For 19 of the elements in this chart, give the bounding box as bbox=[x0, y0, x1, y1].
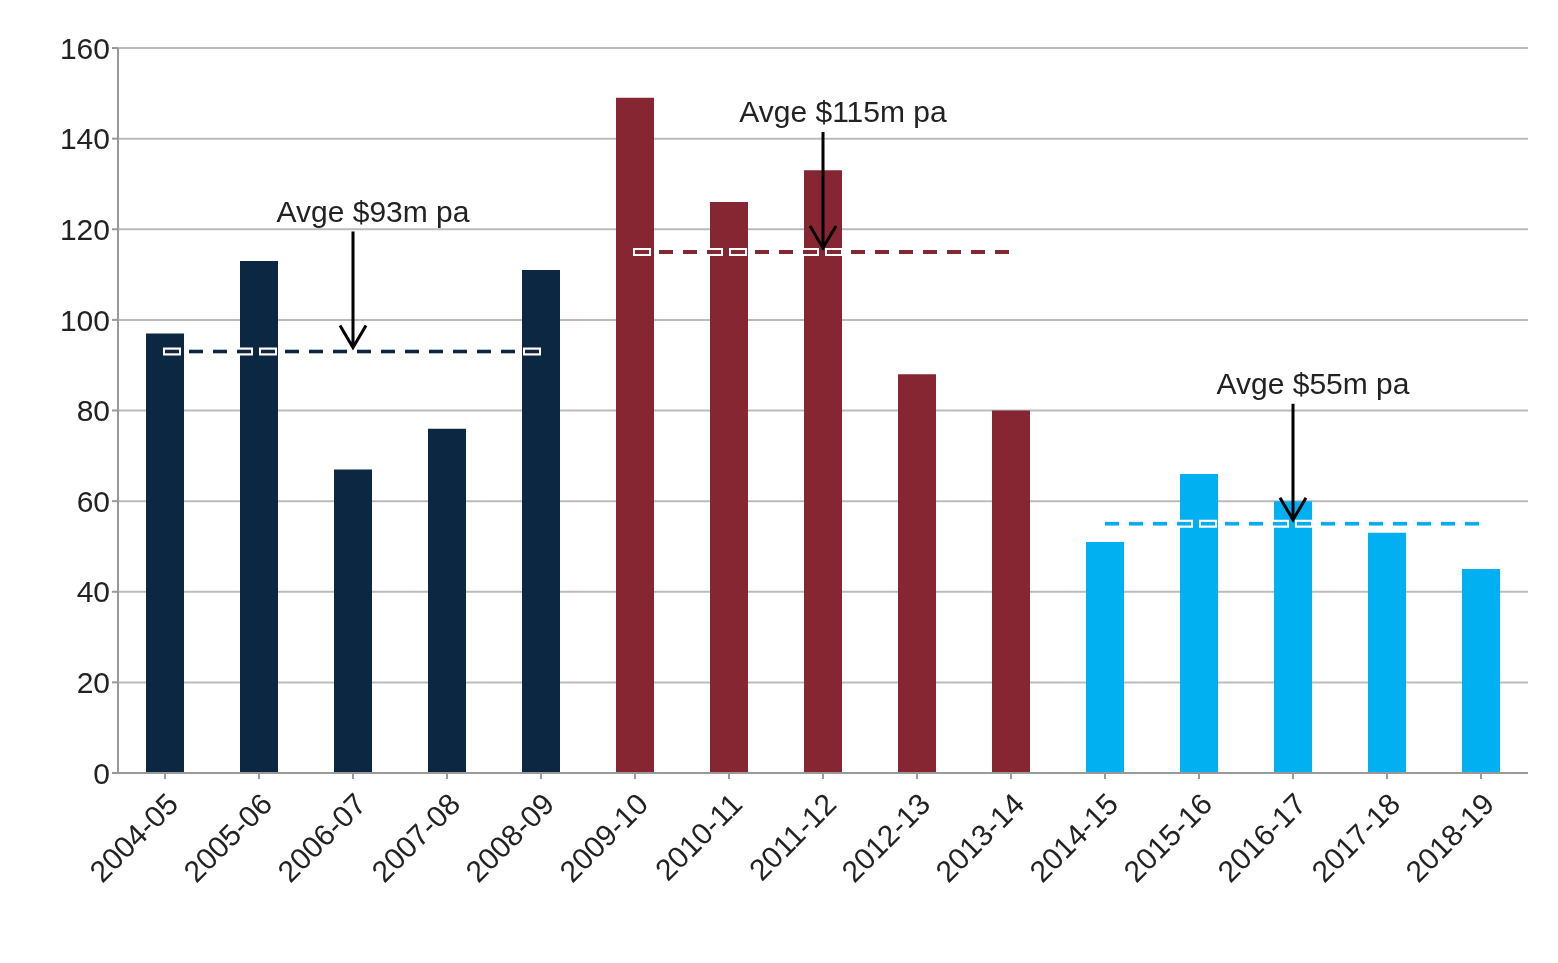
y-tick-label: 120 bbox=[59, 212, 110, 246]
bar bbox=[1462, 569, 1500, 773]
bar bbox=[1368, 532, 1406, 773]
y-tick-label: 60 bbox=[76, 484, 110, 518]
y-tick-label: 20 bbox=[76, 666, 110, 700]
bar bbox=[334, 469, 372, 773]
bar bbox=[992, 410, 1030, 773]
bar bbox=[428, 428, 466, 773]
y-tick-label: 80 bbox=[76, 394, 110, 428]
y-tick-label: 140 bbox=[59, 122, 110, 156]
y-tick-label: 100 bbox=[59, 303, 110, 337]
bar bbox=[1086, 541, 1124, 773]
annotation: Avge $93m pa bbox=[276, 194, 470, 228]
bar bbox=[898, 374, 936, 773]
y-tick-label: 160 bbox=[59, 31, 110, 65]
y-tick-label: 0 bbox=[93, 756, 110, 790]
annotation: Avge $115m pa bbox=[739, 94, 947, 128]
y-tick-label: 40 bbox=[76, 575, 110, 609]
annotation: Avge $55m pa bbox=[1216, 366, 1410, 400]
